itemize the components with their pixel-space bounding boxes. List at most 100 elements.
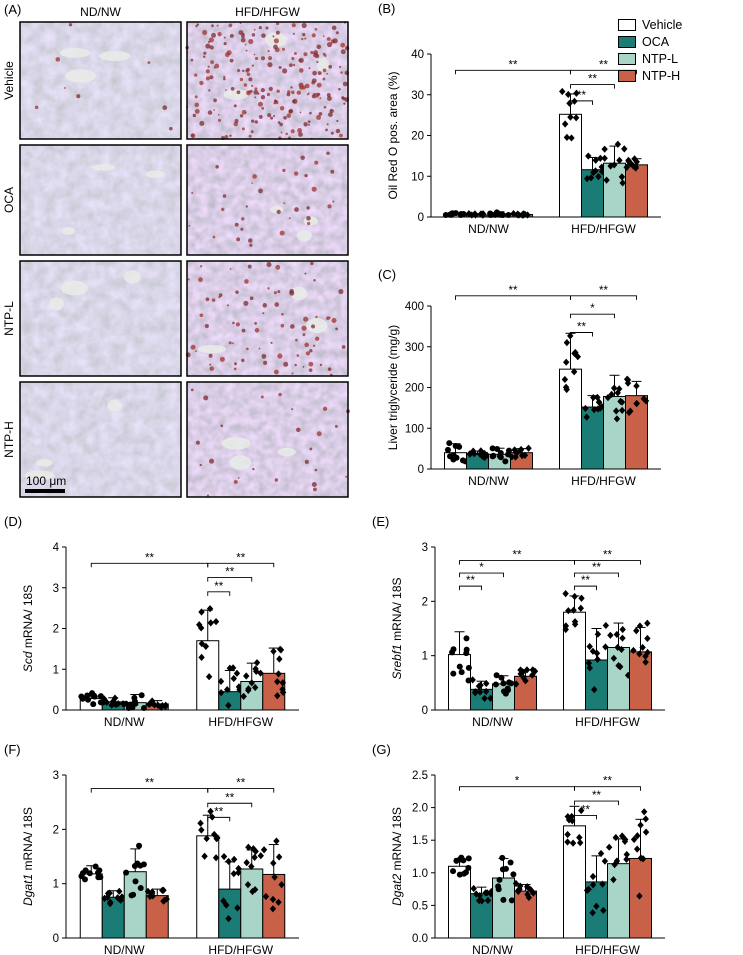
lipid-droplet bbox=[208, 458, 215, 464]
data-point bbox=[234, 904, 241, 912]
data-point bbox=[608, 390, 615, 398]
lipid-droplet bbox=[278, 392, 282, 397]
tile-border bbox=[19, 260, 182, 377]
vessel bbox=[223, 89, 249, 100]
data-point bbox=[504, 685, 511, 692]
lipid-droplet bbox=[274, 302, 280, 307]
lipid-droplet bbox=[254, 328, 260, 333]
vessel bbox=[107, 399, 123, 412]
tile-border bbox=[186, 381, 349, 498]
data-point bbox=[510, 210, 517, 218]
lipid-droplet bbox=[273, 291, 277, 295]
data-point bbox=[514, 210, 521, 218]
lipid-droplet bbox=[309, 349, 313, 353]
significance-label: ** bbox=[145, 552, 154, 564]
data-point bbox=[251, 885, 259, 894]
tissue-texture bbox=[20, 261, 181, 376]
data-point bbox=[564, 830, 571, 839]
data-point bbox=[484, 896, 492, 905]
micrograph-tile bbox=[186, 381, 350, 498]
data-point bbox=[625, 408, 633, 417]
lipid-droplet bbox=[217, 114, 220, 116]
data-point bbox=[562, 383, 570, 391]
data-point bbox=[161, 896, 168, 904]
lipid-droplet bbox=[228, 341, 232, 345]
data-point bbox=[632, 164, 639, 172]
data-point bbox=[605, 843, 613, 851]
lipid-droplet bbox=[221, 207, 225, 212]
significance-label: ** bbox=[236, 552, 245, 564]
data-point bbox=[203, 834, 210, 843]
y-axis-label: Oil Red O pos. area (%) bbox=[386, 71, 400, 199]
panel-label: (C) bbox=[378, 267, 396, 282]
y-tick-label: 10 bbox=[411, 171, 424, 183]
data-point bbox=[273, 837, 280, 845]
scale-bar-label: 100 μm bbox=[26, 474, 66, 488]
data-point bbox=[235, 869, 242, 877]
lipid-droplet bbox=[293, 51, 297, 55]
data-point bbox=[616, 156, 623, 164]
lipid-droplet bbox=[209, 366, 214, 371]
data-point bbox=[465, 677, 472, 684]
x-group-label: ND/NW bbox=[468, 222, 509, 236]
y-axis-label: Scd mRNA/ 18S bbox=[21, 585, 35, 672]
data-point bbox=[582, 404, 589, 413]
lipid-droplet bbox=[246, 90, 251, 96]
lipid-droplet bbox=[262, 303, 268, 308]
significance-bracket bbox=[574, 572, 619, 578]
lipid-droplet bbox=[328, 64, 333, 69]
lipid-droplet bbox=[194, 73, 198, 77]
data-point bbox=[225, 915, 232, 923]
data-point bbox=[140, 705, 147, 711]
data-point bbox=[502, 458, 509, 465]
lipid-droplet bbox=[301, 85, 306, 90]
lipid-droplet bbox=[302, 365, 305, 368]
lipid-droplet bbox=[273, 44, 278, 50]
lipid-droplet bbox=[296, 354, 300, 357]
data-point bbox=[563, 358, 570, 366]
legend-item-oca: OCA bbox=[618, 33, 682, 50]
lipid-droplet bbox=[326, 37, 331, 41]
lipid-droplet bbox=[308, 361, 314, 367]
data-point bbox=[148, 888, 156, 896]
lipid-droplet bbox=[234, 222, 239, 227]
data-point bbox=[111, 694, 119, 702]
data-point bbox=[114, 894, 121, 902]
data-point bbox=[202, 642, 210, 651]
lipid-droplet bbox=[253, 89, 259, 95]
lipid-droplet bbox=[299, 111, 302, 114]
data-point bbox=[207, 807, 214, 815]
lipid-droplet bbox=[267, 287, 270, 290]
lipid-droplet bbox=[276, 89, 280, 93]
data-point bbox=[460, 870, 467, 877]
data-point bbox=[493, 672, 500, 679]
lipid-droplet bbox=[338, 288, 344, 295]
lipid-droplet bbox=[345, 475, 348, 478]
lipid-droplet bbox=[272, 35, 275, 38]
vessel bbox=[145, 170, 165, 178]
data-point bbox=[564, 813, 572, 821]
lipid-droplet bbox=[304, 173, 308, 178]
data-point bbox=[636, 650, 643, 658]
data-point bbox=[97, 874, 104, 881]
data-point bbox=[642, 658, 649, 666]
data-point bbox=[201, 852, 208, 860]
lipid-droplet bbox=[304, 459, 309, 464]
data-point bbox=[477, 447, 485, 455]
lipid-droplet bbox=[251, 84, 254, 87]
data-point bbox=[523, 666, 531, 674]
lipid-droplet bbox=[288, 108, 294, 114]
lipid-droplet bbox=[233, 479, 238, 484]
lipid-droplet bbox=[275, 264, 281, 270]
data-point bbox=[602, 643, 609, 651]
significance-label: ** bbox=[225, 567, 234, 579]
data-point bbox=[642, 815, 649, 823]
lipid-droplet bbox=[342, 81, 348, 87]
y-tick-label: 2 bbox=[53, 824, 59, 836]
lipid-droplet bbox=[309, 111, 312, 115]
data-point bbox=[529, 671, 536, 679]
lipid-droplet bbox=[199, 80, 204, 86]
lipid-droplet bbox=[240, 37, 246, 43]
data-point bbox=[502, 690, 509, 697]
lipid-droplet bbox=[230, 87, 235, 91]
